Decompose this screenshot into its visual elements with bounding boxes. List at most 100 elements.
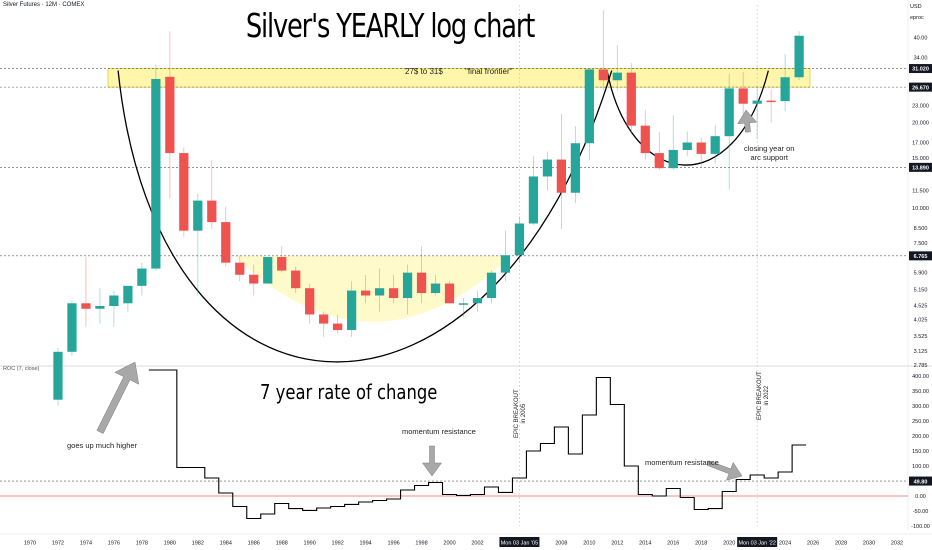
chart-title: Silver's YEARLY log chart [245,6,536,45]
candle-body [542,159,553,177]
roc-tick-label: 350.00 [912,389,929,395]
price-badge [909,251,932,261]
candle-body [738,88,748,104]
goes-up-arrow [96,361,140,434]
candle-body [486,272,497,299]
price-tick-label: 8.500 [914,226,928,232]
zone-name-label: "final frontier" [465,67,513,76]
closing-year-note: closing year on arc support [744,144,795,162]
goes-up-note: goes up much higher [67,441,138,450]
candle-body [640,125,650,154]
candle-body [263,257,273,284]
candle-body [95,305,105,309]
time-tick-label: 2024 [779,541,791,547]
candle-body [402,272,413,299]
currency-label: USD [910,4,922,10]
price-tick-label: 20.000 [912,121,929,127]
time-tick-label: 1978 [136,541,148,547]
roc-layer [148,369,807,520]
time-tick-label: 1998 [415,541,427,547]
price-tick-label: 4.525 [914,303,928,309]
candle-body [249,274,259,284]
epic-breakout-2022: EPIC BREAKOUT in 2022 [757,371,770,420]
time-tick-label: 2012 [611,541,623,547]
price-tick-label: 11.500 [912,189,928,195]
time-tick-label: 1984 [220,541,232,547]
time-tick-label: 1980 [164,541,176,547]
candle-body [766,100,776,103]
time-tick-label: 1982 [192,541,204,547]
price-tick-label: 7.500 [914,241,928,247]
time-tick-label: 2030 [863,541,875,547]
time-tick-label: 2026 [807,541,819,547]
time-tick-label: 2002 [471,541,483,547]
candle-body [752,100,762,104]
price-tick-label: 23.000 [912,103,929,109]
price-tick-label: 10.000 [912,206,929,212]
time-tick-label: 1994 [359,541,371,547]
price-tick-label: 17.000 [912,141,929,147]
price-tick-label: 2.785 [914,363,928,369]
time-tick-label: 1986 [248,541,260,547]
time-tick-label: 1992 [332,541,344,547]
candle-body [584,69,594,144]
price-tick-label: 5.900 [914,271,928,277]
candle-body [305,288,315,315]
candle-body [556,159,567,193]
arrows-layer [96,109,758,481]
candle-body [696,142,706,154]
candle-body [570,143,580,193]
time-badge-label: Mon 03 Jan '05 [501,541,538,547]
price-tick-label: 3.125 [914,349,928,355]
candle-body [500,255,511,273]
roc-tick-label: 200.00 [912,434,929,440]
time-tick-label: 2010 [583,541,595,547]
price-badge [909,64,932,74]
candle-body [193,200,203,231]
roc-line [148,369,807,520]
price-tick-label: 5.150 [914,287,928,293]
time-tick-label: 2008 [555,541,567,547]
roc-tick-label: 250.00 [912,419,929,425]
candle-body [682,142,692,150]
candle-body [81,303,91,309]
price-badge-label: 6.765 [914,254,928,260]
candle-body [291,270,301,289]
price-tick-label: 4.025 [914,318,928,324]
roc-tick-label: -50.00 [913,509,929,515]
time-badge [499,537,540,547]
arc-bowl-fill [234,255,512,322]
candle-body [277,257,287,271]
candle-body [207,200,217,223]
price-badge-label: 13.890 [912,166,929,172]
candle-body [612,72,622,81]
candle-body [626,72,636,126]
roc-badge-label: 49.80 [914,479,928,485]
time-badge-label: Mon 03 Jan '22 [738,541,775,547]
candle-body [235,262,245,275]
momentum-arrow-2 [706,460,743,481]
roc-tick-label: 100.00 [912,464,929,470]
final-frontier-zone [107,68,811,88]
small-arc-support [606,70,769,166]
symbol-label: Silver Futures · 12M · COMEX [3,2,85,8]
time-tick-label: 1976 [108,541,120,547]
candle-body [347,290,357,331]
closing-year-arrow [737,109,758,133]
candle-body [598,69,608,81]
roc-tick-label: -100.00 [911,524,930,530]
candle-body [668,149,678,169]
time-tick-label: 2000 [443,541,455,547]
candle-body [780,77,790,102]
candle-body [710,136,720,154]
price-tick-label: 15.000 [912,156,929,162]
roc-legend: ROC (7, close) [3,366,40,372]
candle-body [374,288,385,296]
candle-body [528,176,539,224]
candle-body [333,323,343,331]
candle-body [123,285,133,304]
candle-body [472,298,483,304]
candle-body [794,35,804,78]
roc-title: 7 year rate of change [260,380,438,404]
